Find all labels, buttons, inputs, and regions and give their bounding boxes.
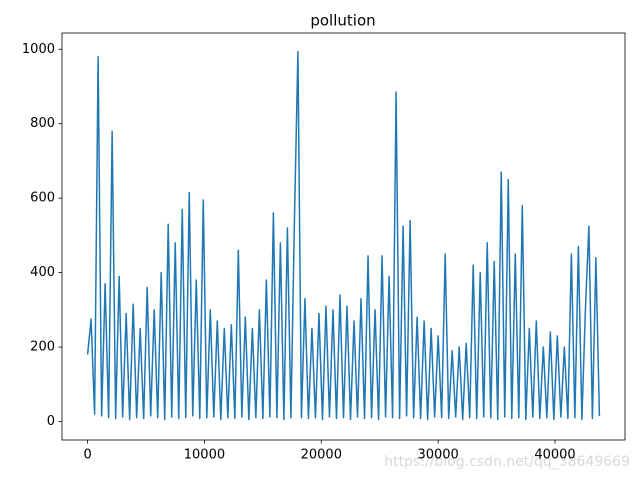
- x-tick-label: 20000: [301, 448, 342, 463]
- x-tick-label: 40000: [534, 448, 575, 463]
- plot-frame: [61, 32, 626, 441]
- y-tick-label: 400: [30, 265, 55, 280]
- x-tick-label: 0: [83, 448, 91, 463]
- y-tick-label: 1000: [22, 42, 55, 57]
- y-tick-label: 800: [30, 116, 55, 131]
- x-tick-label: 30000: [417, 448, 458, 463]
- watermark: https://blog.csdn.net/qq_38649669: [384, 454, 630, 470]
- y-tick-label: 200: [30, 340, 55, 355]
- x-tick-label: 10000: [184, 448, 225, 463]
- y-tick-label: 600: [30, 191, 55, 206]
- chart-title: pollution: [310, 12, 375, 30]
- data-line: [86, 50, 601, 421]
- y-tick-label: 0: [47, 414, 55, 429]
